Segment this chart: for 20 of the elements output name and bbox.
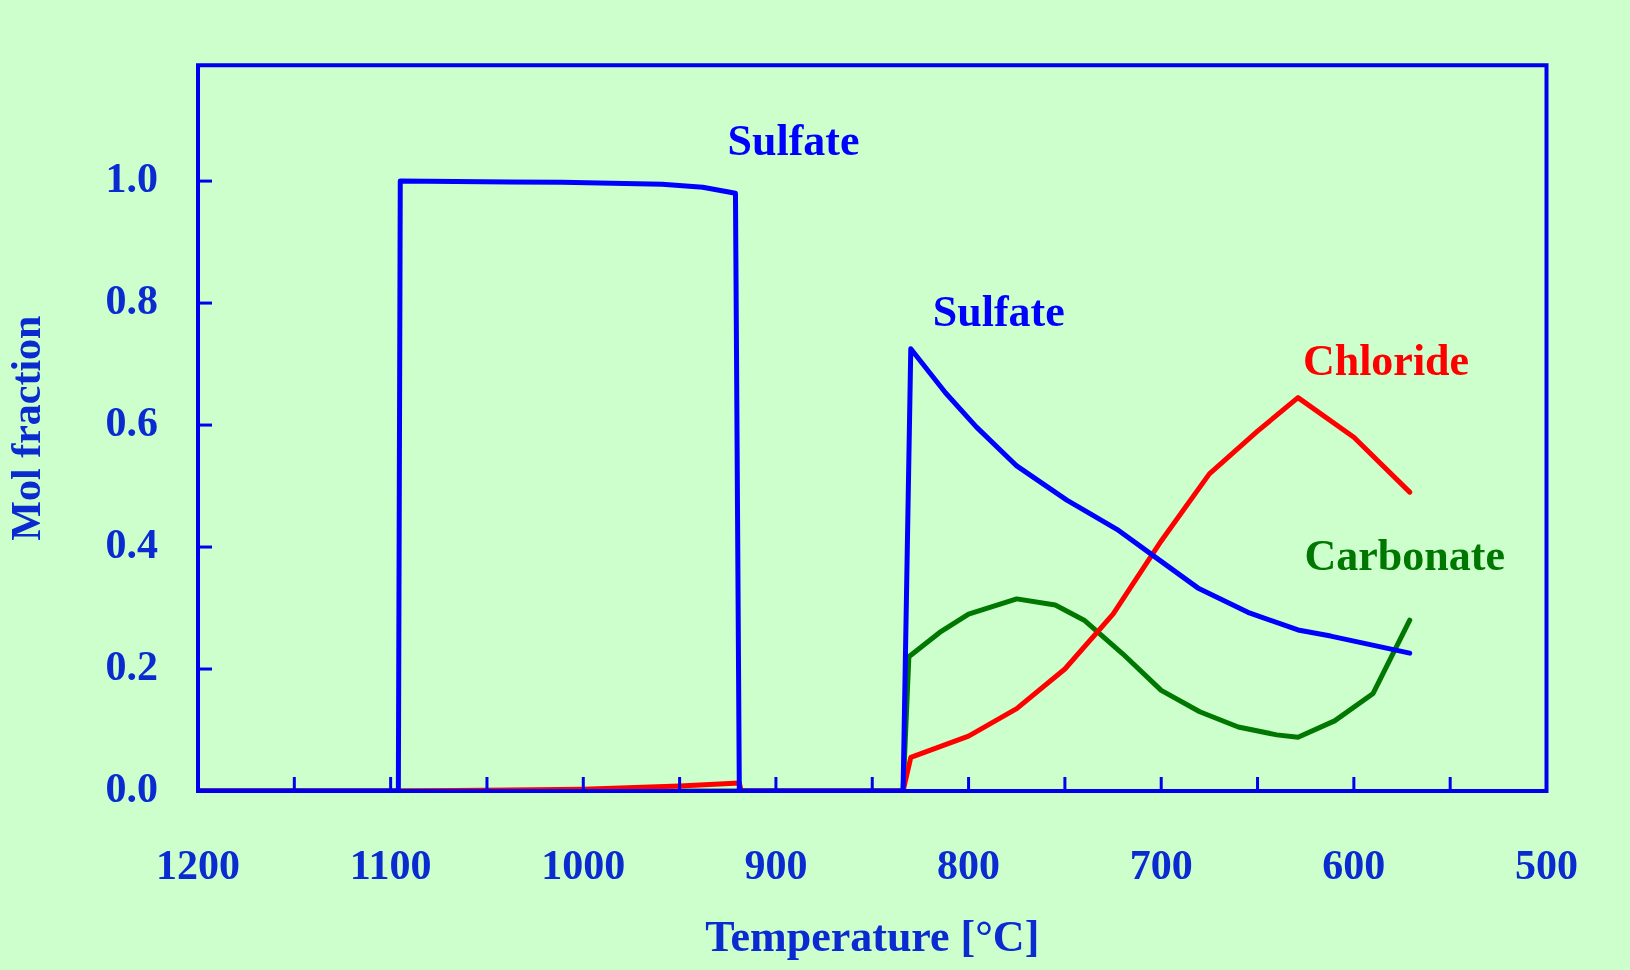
y-tick-label: 0.4 [105, 520, 158, 567]
x-tick-label: 800 [937, 842, 1001, 889]
series-label: Carbonate [1304, 530, 1505, 580]
y-tick-label: 1.0 [105, 154, 158, 201]
x-tick-label: 1100 [349, 842, 432, 889]
x-tick-label: 500 [1515, 842, 1578, 889]
y-tick-label: 0.8 [105, 276, 158, 323]
x-tick-label: 1200 [156, 842, 240, 889]
y-tick-label: 0.2 [105, 642, 158, 689]
series-label: Sulfate [932, 287, 1065, 337]
x-tick-label: 1000 [541, 842, 626, 889]
annotation: Sulfate [727, 115, 860, 165]
y-tick-label: 0.6 [105, 398, 158, 445]
x-tick-label: 900 [744, 842, 808, 889]
y-axis-title: Mol fraction [3, 315, 50, 541]
y-tick-label: 0.0 [105, 764, 158, 811]
x-axis-title: Temperature [°C] [705, 911, 1040, 961]
series-label: Chloride [1302, 335, 1470, 385]
x-tick-label: 600 [1322, 842, 1386, 889]
x-tick-label: 700 [1129, 842, 1193, 889]
